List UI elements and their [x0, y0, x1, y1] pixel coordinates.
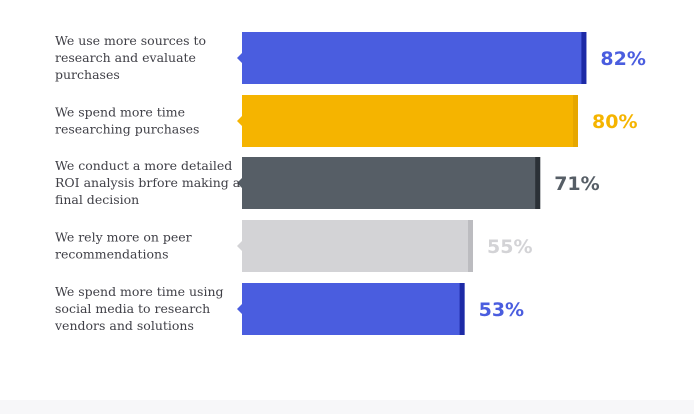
category-label-line: We spend more time: [55, 105, 185, 120]
category-label: We spend more time using social media to …: [54, 284, 224, 333]
category-label: We use more sources to research and evalu…: [55, 33, 206, 82]
bar-notch: [237, 116, 242, 126]
category-label-line: researching purchases: [55, 122, 199, 137]
bar-notch: [237, 178, 242, 188]
bar-edge: [459, 283, 465, 335]
bar-edge: [468, 220, 473, 272]
category-label-line: research and evaluate: [55, 50, 196, 65]
bar-group: We use more sources to research and evalu…: [55, 32, 646, 84]
category-label: We conduct a more detailed ROI analysis b…: [55, 158, 241, 207]
bar-notch: [237, 53, 242, 63]
bar: [242, 95, 578, 147]
category-label-line: recommendations: [55, 247, 169, 262]
bar-edge: [581, 32, 587, 84]
value-label: 71%: [554, 173, 599, 195]
bar-notch: [237, 304, 242, 314]
bar-group: We rely more on peer recommendations 55%: [55, 220, 532, 272]
value-label: 55%: [487, 236, 532, 258]
bar-group: We spend more time using social media to …: [54, 283, 524, 335]
value-label: 53%: [479, 299, 524, 321]
category-label: We spend more time researching purchases: [55, 105, 199, 137]
bar-edge: [573, 95, 578, 147]
category-label-line: vendors and solutions: [54, 318, 194, 333]
bar-group: We spend more time researching purchases 8…: [55, 95, 637, 147]
bar: [242, 32, 587, 84]
footer-band: [0, 400, 694, 414]
value-label: 80%: [592, 111, 637, 133]
category-label-line: We spend more time using: [55, 284, 224, 299]
category-label-line: We conduct a more detailed: [55, 158, 232, 173]
category-label-line: ROI analysis brfore making a: [55, 175, 241, 190]
bar: [242, 157, 541, 209]
category-label: We rely more on peer recommendations: [55, 230, 192, 262]
bar-edge: [535, 157, 541, 209]
bar: [242, 283, 465, 335]
bar-group: We conduct a more detailed ROI analysis b…: [55, 157, 600, 209]
category-label-line: final decision: [55, 192, 139, 207]
category-label-line: social media to research: [55, 301, 210, 316]
category-label-line: We rely more on peer: [55, 230, 192, 245]
category-label-line: We use more sources to: [55, 33, 206, 48]
bar: [242, 220, 473, 272]
value-label: 82%: [600, 48, 645, 70]
category-label-line: purchases: [55, 67, 120, 82]
bar-notch: [237, 241, 242, 251]
